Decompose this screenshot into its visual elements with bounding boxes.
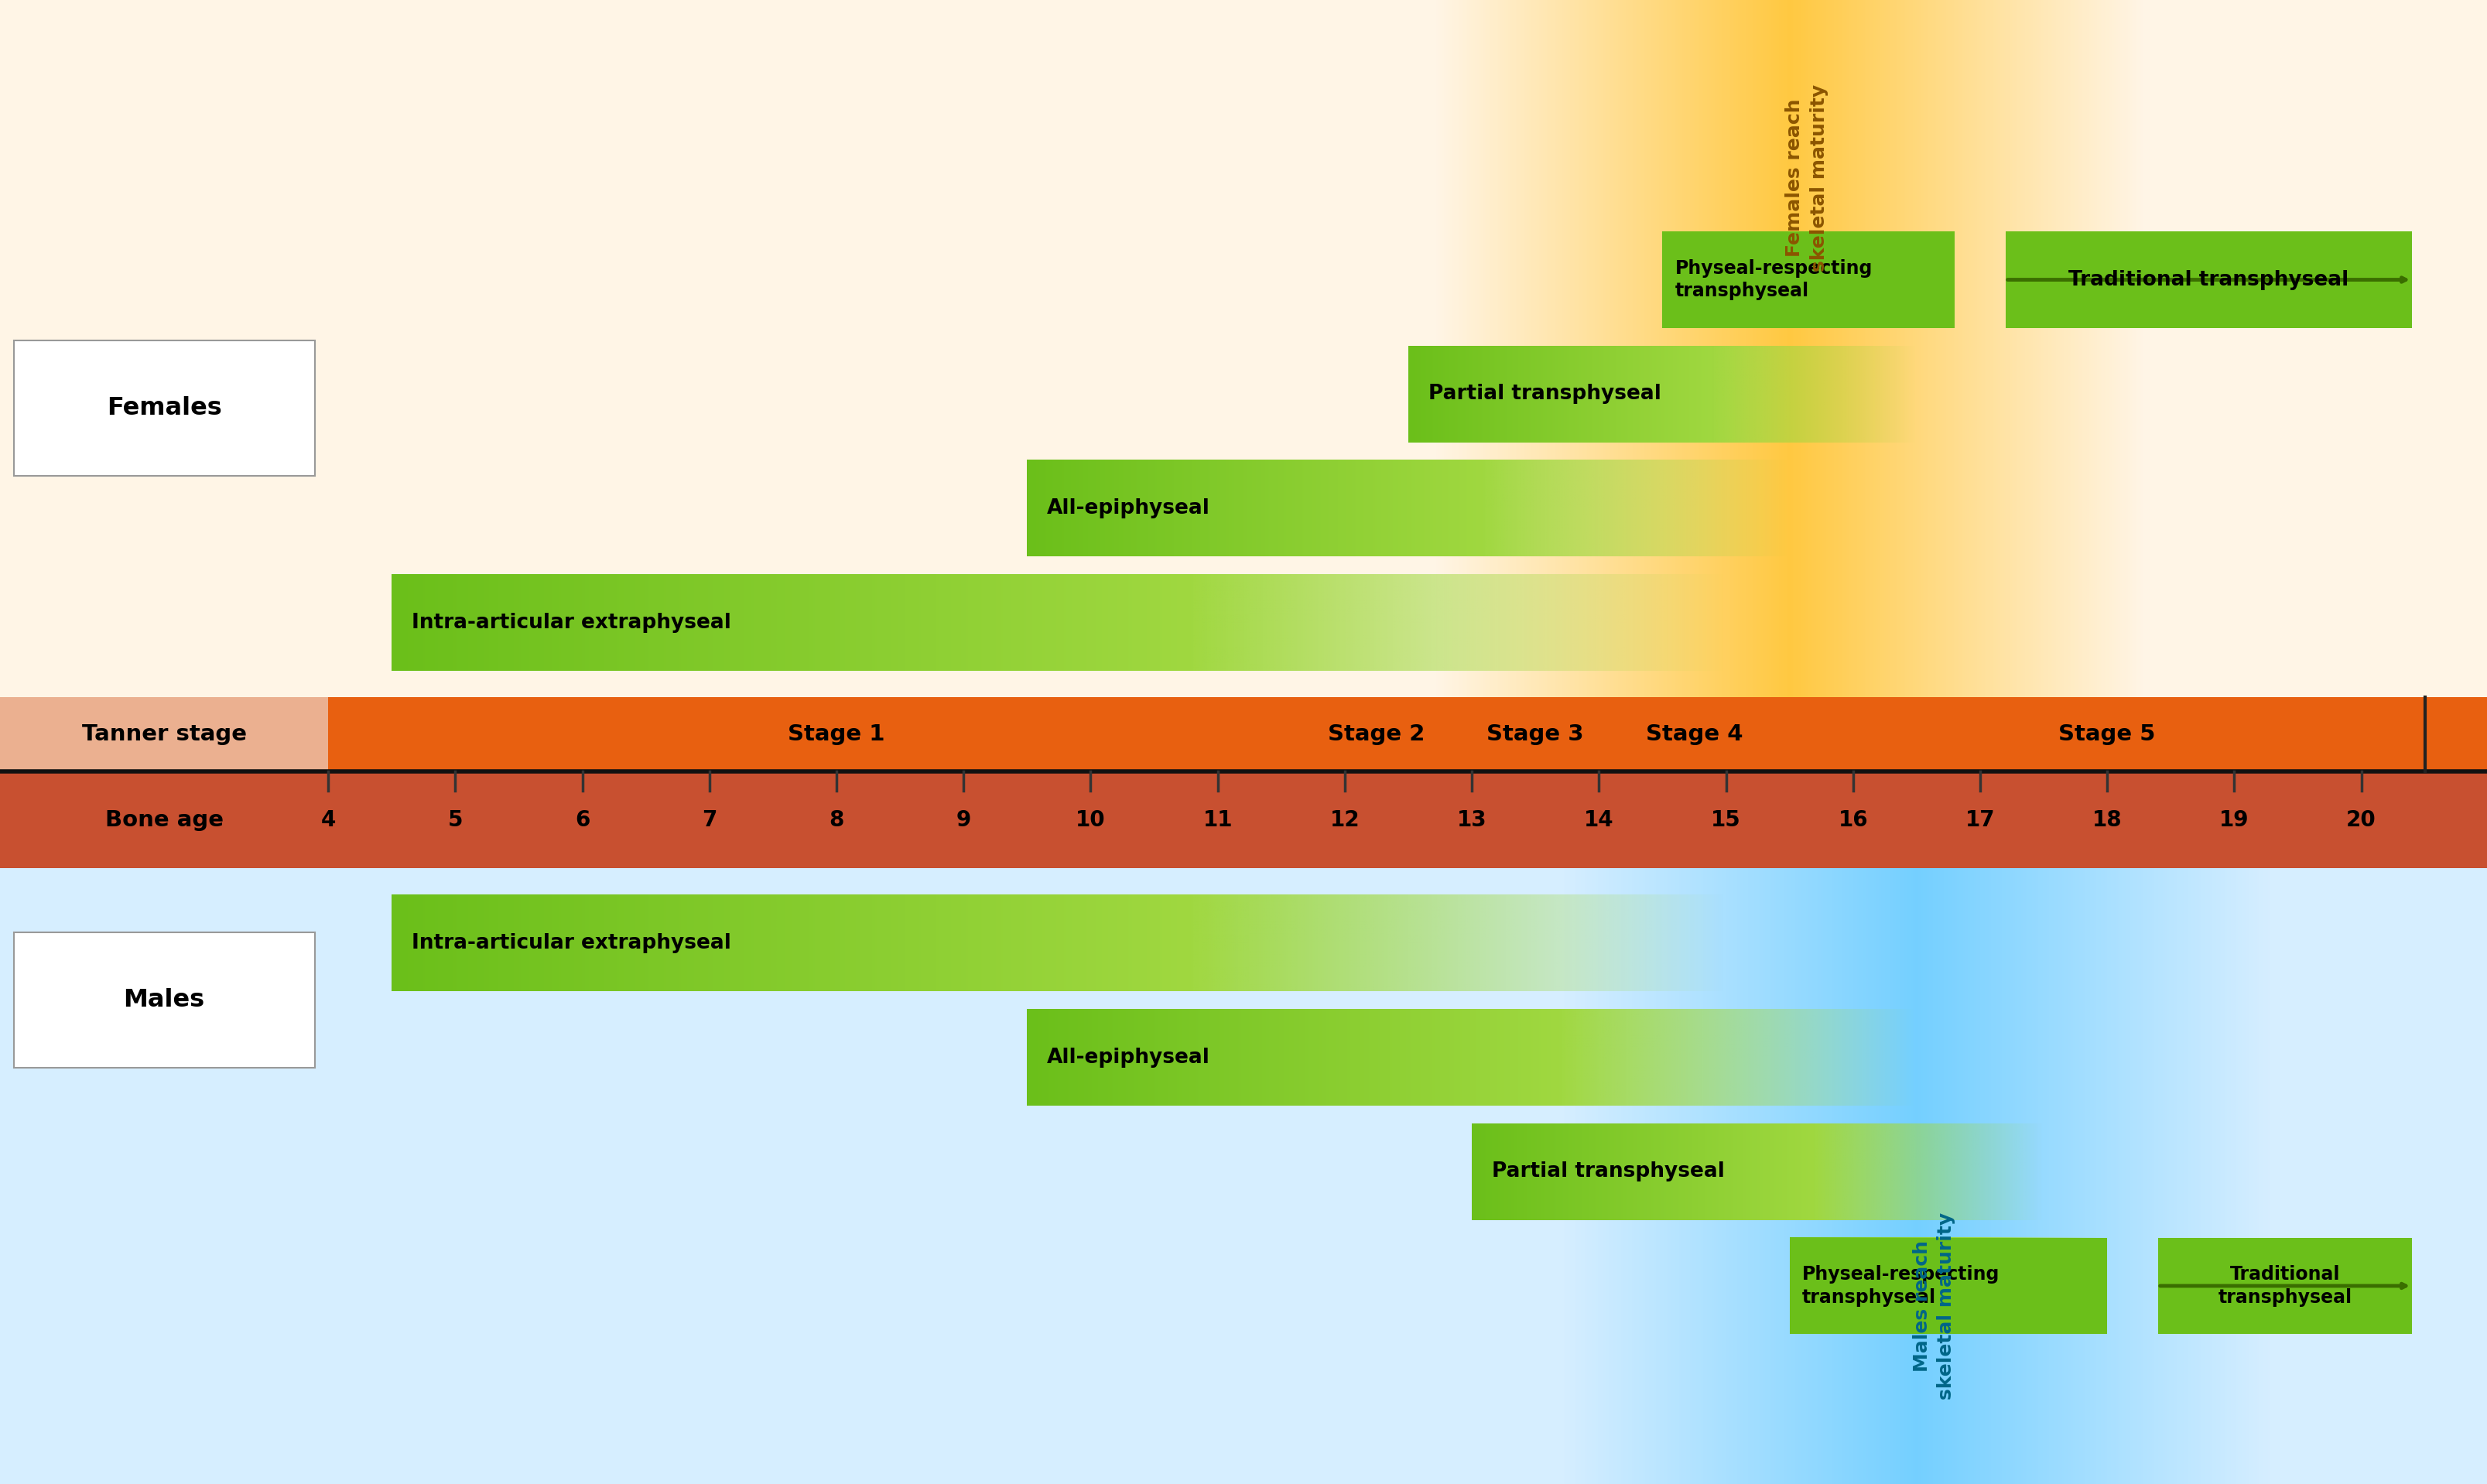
Bar bbox=[1661, 232, 1955, 328]
FancyBboxPatch shape bbox=[15, 341, 313, 475]
Bar bbox=[0, 697, 328, 772]
Bar bbox=[0, 0, 2487, 697]
Bar bbox=[0, 772, 2487, 868]
Text: Partial transphyseal: Partial transphyseal bbox=[1428, 384, 1661, 404]
Text: 6: 6 bbox=[574, 809, 589, 831]
Text: 9: 9 bbox=[955, 809, 970, 831]
Text: 4: 4 bbox=[321, 809, 336, 831]
Text: Physeal-respecting
transphyseal: Physeal-respecting transphyseal bbox=[1674, 260, 1873, 300]
Text: 5: 5 bbox=[448, 809, 463, 831]
Bar bbox=[1791, 1238, 2106, 1334]
Text: 10: 10 bbox=[1077, 809, 1107, 831]
Text: Stage 1: Stage 1 bbox=[788, 724, 885, 745]
Text: 13: 13 bbox=[1457, 809, 1487, 831]
Text: Tanner stage: Tanner stage bbox=[82, 724, 246, 745]
Text: 7: 7 bbox=[701, 809, 716, 831]
Text: Intra-articular extraphyseal: Intra-articular extraphyseal bbox=[413, 613, 731, 632]
Text: 15: 15 bbox=[1711, 809, 1741, 831]
Text: 20: 20 bbox=[2345, 809, 2375, 831]
Text: 19: 19 bbox=[2218, 809, 2248, 831]
Text: All-epiphyseal: All-epiphyseal bbox=[1047, 1048, 1211, 1067]
Text: Traditional
transphyseal: Traditional transphyseal bbox=[2218, 1266, 2353, 1306]
Text: 16: 16 bbox=[1838, 809, 1868, 831]
Text: Females: Females bbox=[107, 396, 221, 420]
Text: Intra-articular extraphyseal: Intra-articular extraphyseal bbox=[413, 933, 731, 953]
Bar bbox=[2005, 232, 2412, 328]
Text: 17: 17 bbox=[1965, 809, 1995, 831]
Text: Females reach
skeletal maturity: Females reach skeletal maturity bbox=[1786, 85, 1828, 272]
Text: 14: 14 bbox=[1584, 809, 1614, 831]
Text: Partial transphyseal: Partial transphyseal bbox=[1492, 1162, 1723, 1181]
Text: Stage 3: Stage 3 bbox=[1487, 724, 1584, 745]
Text: Physeal-respecting
transphyseal: Physeal-respecting transphyseal bbox=[1803, 1266, 2000, 1306]
Text: Bone age: Bone age bbox=[104, 809, 224, 831]
Text: Stage 5: Stage 5 bbox=[2059, 724, 2156, 745]
Text: All-epiphyseal: All-epiphyseal bbox=[1047, 499, 1211, 518]
Bar bbox=[0, 697, 2487, 772]
Bar bbox=[2159, 1238, 2412, 1334]
FancyBboxPatch shape bbox=[15, 933, 313, 1068]
Text: 11: 11 bbox=[1204, 809, 1234, 831]
Text: Males: Males bbox=[124, 988, 204, 1012]
Text: 18: 18 bbox=[2092, 809, 2121, 831]
Bar bbox=[0, 868, 2487, 1484]
Text: Traditional transphyseal: Traditional transphyseal bbox=[2069, 270, 2350, 289]
Text: 8: 8 bbox=[828, 809, 843, 831]
Text: Stage 2: Stage 2 bbox=[1328, 724, 1425, 745]
Text: Stage 4: Stage 4 bbox=[1646, 724, 1743, 745]
Text: Males reach
skeletal maturity: Males reach skeletal maturity bbox=[1913, 1212, 1955, 1399]
Text: 12: 12 bbox=[1331, 809, 1360, 831]
